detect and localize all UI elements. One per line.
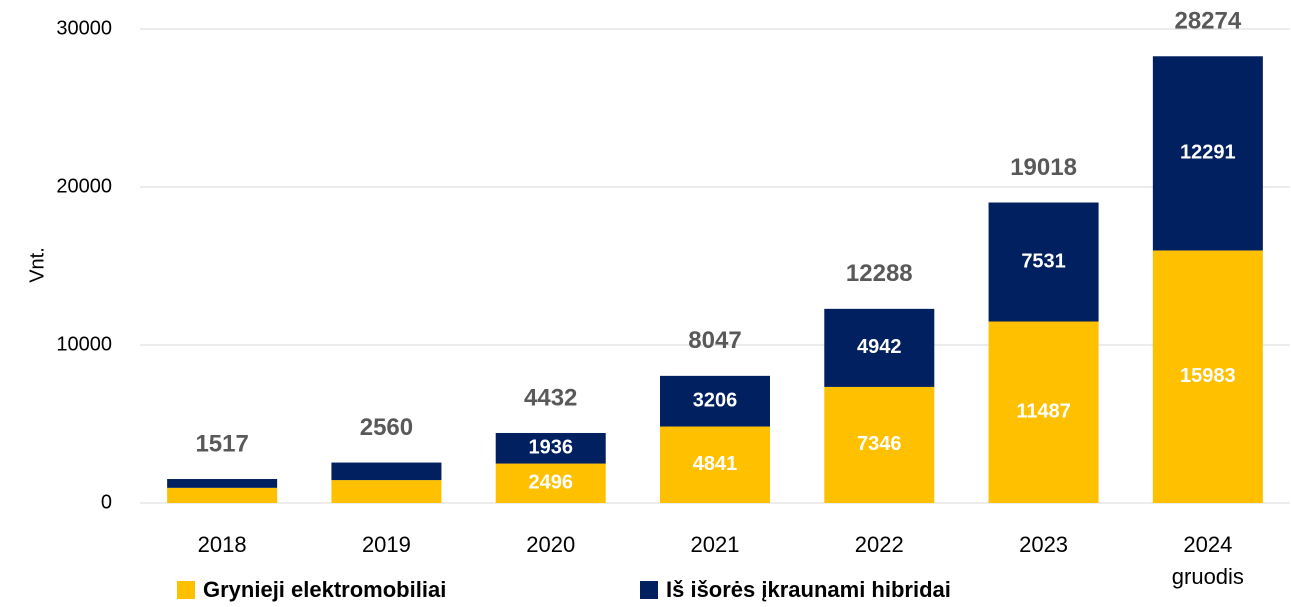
data-label: 2496 bbox=[528, 472, 573, 494]
data-label: 7346 bbox=[857, 433, 902, 455]
y-tick-label: 10000 bbox=[56, 333, 112, 355]
bar-segment bbox=[167, 479, 278, 488]
x-tick-label: 2021 bbox=[691, 532, 740, 557]
data-label: 11487 bbox=[1016, 401, 1071, 423]
data-label: 1936 bbox=[528, 437, 573, 459]
total-label: 1517 bbox=[195, 430, 248, 457]
total-label: 2560 bbox=[360, 414, 413, 441]
x-tick-label-text: 2019 bbox=[362, 532, 411, 557]
data-label: 15983 bbox=[1180, 365, 1236, 387]
x-tick-label: 2022 bbox=[855, 532, 904, 557]
bar-segment bbox=[988, 321, 1099, 503]
bar-segment bbox=[1152, 56, 1263, 251]
y-axis-label: Vnt. bbox=[26, 247, 48, 283]
bar-segment bbox=[495, 463, 606, 503]
bar-segment bbox=[331, 462, 442, 481]
x-tick-label-text: 2023 bbox=[1019, 532, 1068, 557]
bar-segment bbox=[660, 375, 770, 427]
legend-label: Iš išorės įkraunami hibridai bbox=[666, 577, 951, 602]
total-label: 19018 bbox=[1010, 154, 1077, 181]
x-tick-label-text: 2018 bbox=[198, 532, 247, 557]
data-label: 4841 bbox=[693, 453, 738, 475]
bar-segment bbox=[824, 308, 935, 387]
x-tick-label: 2018 bbox=[198, 532, 247, 557]
x-tick-label-text: 2022 bbox=[855, 532, 904, 557]
data-label: 4942 bbox=[857, 336, 902, 358]
bar-segment bbox=[331, 480, 442, 503]
bar-segment bbox=[988, 202, 1099, 322]
bar-segment bbox=[824, 386, 935, 503]
total-label: 12288 bbox=[846, 260, 913, 287]
x-tick-label-text: 2024 bbox=[1183, 532, 1232, 557]
total-label: 8047 bbox=[688, 327, 741, 354]
legend-swatch bbox=[640, 581, 658, 599]
bar-segment bbox=[495, 432, 606, 464]
y-tick-label: 20000 bbox=[56, 175, 112, 197]
total-label: 4432 bbox=[524, 384, 577, 411]
x-tick-label: 2023 bbox=[1019, 532, 1068, 557]
bar-segment bbox=[167, 487, 278, 503]
legend-label: Grynieji elektromobiliai bbox=[203, 577, 446, 602]
bar-segment bbox=[1152, 250, 1263, 503]
x-tick-label: 2020 bbox=[526, 532, 575, 557]
legend-swatch bbox=[177, 581, 195, 599]
data-label: 12291 bbox=[1180, 142, 1236, 164]
x-tick-label: 2024 gruodis bbox=[1172, 532, 1244, 589]
x-tick-label-text: 2020 bbox=[526, 532, 575, 557]
y-tick-label: 0 bbox=[101, 491, 112, 513]
x-tick-label-text: 2021 bbox=[691, 532, 740, 557]
x-tick-label-text: gruodis bbox=[1172, 564, 1244, 589]
y-tick-label: 30000 bbox=[56, 17, 112, 39]
data-label: 7531 bbox=[1021, 250, 1066, 272]
total-label: 28274 bbox=[1174, 8, 1241, 35]
x-tick-label: 2019 bbox=[362, 532, 411, 557]
bar-segment bbox=[660, 426, 770, 503]
data-label: 3206 bbox=[693, 389, 738, 411]
